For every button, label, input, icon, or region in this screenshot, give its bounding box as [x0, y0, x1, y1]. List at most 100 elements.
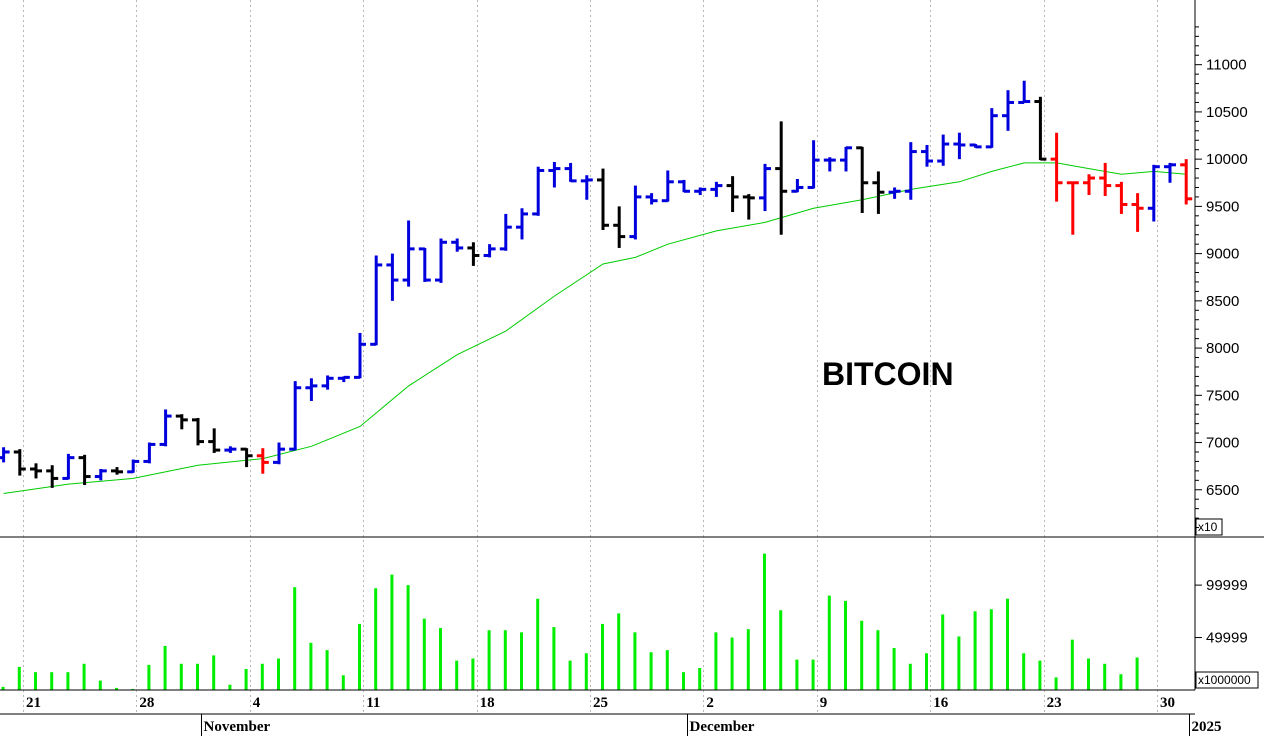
- multiplier-label: x10: [1198, 520, 1218, 534]
- ohlc-bar: [710, 181, 723, 197]
- volume-bar: [390, 574, 394, 690]
- date-tick-labels: 21 28 4 11 18 25 2 9 16 23 30: [26, 695, 1175, 711]
- date-tick-label: 16: [933, 695, 949, 711]
- ohlc-bar: [775, 121, 788, 235]
- volume-bar: [487, 630, 491, 690]
- volume-bar: [892, 648, 896, 690]
- moving-average-line: [3, 162, 1187, 494]
- volume-bar: [50, 672, 54, 690]
- date-tick-label: 30: [1160, 695, 1175, 711]
- ohlc-bar: [1018, 80, 1031, 104]
- volume-bar: [682, 672, 685, 690]
- ohlc-bar: [1147, 164, 1160, 222]
- date-tick-label: 25: [593, 695, 608, 711]
- ohlc-bar: [597, 168, 609, 230]
- ohlc-bar: [937, 134, 950, 166]
- ohlc-bar: [256, 448, 269, 474]
- date-tick-label: 21: [26, 695, 41, 711]
- volume-bar: [941, 614, 945, 690]
- volume-bar: [552, 627, 556, 690]
- price-tick-label: 11000: [1206, 57, 1247, 74]
- volume-bar: [763, 553, 766, 690]
- ohlc-bar: [402, 220, 415, 287]
- ohlc-bar: [953, 132, 966, 160]
- ohlc-bar: [807, 140, 820, 189]
- volume-bar: [1103, 663, 1107, 690]
- volume-bar: [358, 623, 361, 690]
- chart-title: BITCOIN: [822, 356, 954, 392]
- volume-bar: [730, 637, 734, 690]
- ohlc-bar: [921, 144, 933, 167]
- volume-bar: [422, 618, 426, 690]
- ohlc-bar: [580, 175, 593, 200]
- ohlc-bar: [840, 146, 852, 172]
- volume-bar: [455, 660, 459, 690]
- ohlc-bar: [1099, 162, 1112, 196]
- ohlc-bar-group: [0, 80, 1193, 488]
- price-tick-label: 7500: [1206, 387, 1239, 404]
- ohlc-bar: [1131, 193, 1144, 232]
- volume-bar: [698, 667, 702, 690]
- volume-bar: [406, 585, 410, 690]
- ohlc-bar: [985, 108, 998, 149]
- month-labels: November December 2025: [201, 714, 1222, 736]
- ohlc-bar: [678, 179, 690, 193]
- ohlc-bar: [742, 194, 755, 220]
- ohlc-bar: [224, 446, 237, 453]
- ohlc-bar: [62, 453, 75, 480]
- ohlc-bar: [969, 143, 982, 149]
- price-tick-label: 6500: [1206, 482, 1239, 499]
- volume-bar: [147, 664, 151, 690]
- volume-bar: [439, 628, 442, 690]
- volume-bar: [908, 663, 912, 690]
- volume-bar: [260, 663, 264, 690]
- volume-bar: [115, 687, 118, 690]
- ohlc-bar: [451, 238, 464, 252]
- volume-bar: [844, 600, 847, 690]
- volume-bar: [714, 632, 718, 690]
- ohlc-bar: [305, 378, 318, 401]
- volume-bar: [98, 680, 102, 690]
- volume-bar: [649, 652, 653, 690]
- volume-bar: [568, 660, 572, 690]
- volume-tick-labels: 49999 99999: [1195, 577, 1248, 647]
- volume-bar: [66, 672, 70, 690]
- ohlc-bar: [904, 142, 917, 200]
- volume-bar: [1054, 677, 1058, 690]
- volume-bar: [1038, 660, 1042, 690]
- ohlc-bar: [337, 375, 350, 383]
- price-tick-label: 9500: [1206, 198, 1239, 215]
- volume-bar: [617, 613, 621, 690]
- volume-plot-area: [1, 553, 1139, 690]
- volume-bar: [1070, 639, 1074, 690]
- volume-bar: [131, 688, 135, 690]
- ohlc-bar: [159, 409, 172, 447]
- ohlc-bar: [175, 414, 188, 430]
- volume-bar: [584, 653, 588, 690]
- volume-bar: [1022, 653, 1026, 690]
- volume-bar: [536, 598, 540, 690]
- ohlc-bar: [791, 178, 804, 193]
- date-tick-label: 18: [480, 695, 495, 711]
- ohlc-bar: [1115, 181, 1128, 214]
- price-plot-area: [0, 80, 1193, 494]
- ohlc-bar: [1066, 181, 1079, 235]
- date-tick-label: 9: [820, 695, 828, 711]
- volume-bar: [293, 587, 297, 690]
- volume-bar: [1, 686, 5, 690]
- volume-bar: [601, 623, 604, 690]
- ohlc-bar: [321, 375, 334, 390]
- volume-bar: [196, 663, 199, 690]
- ohlc-bar: [1002, 90, 1014, 131]
- ohlc-bar: [289, 381, 302, 451]
- ohlc-bar: [661, 170, 674, 203]
- volume-unit-label: x1000000: [1198, 673, 1251, 687]
- ohlc-bar: [370, 255, 383, 346]
- date-tick-label: 2: [706, 695, 714, 711]
- volume-bar: [374, 588, 378, 690]
- price-tick-label: 8000: [1206, 340, 1239, 357]
- volume-bar: [228, 684, 232, 690]
- volume-bar: [17, 666, 21, 690]
- volume-bar: [1087, 658, 1090, 690]
- ohlc-bar: [13, 449, 26, 476]
